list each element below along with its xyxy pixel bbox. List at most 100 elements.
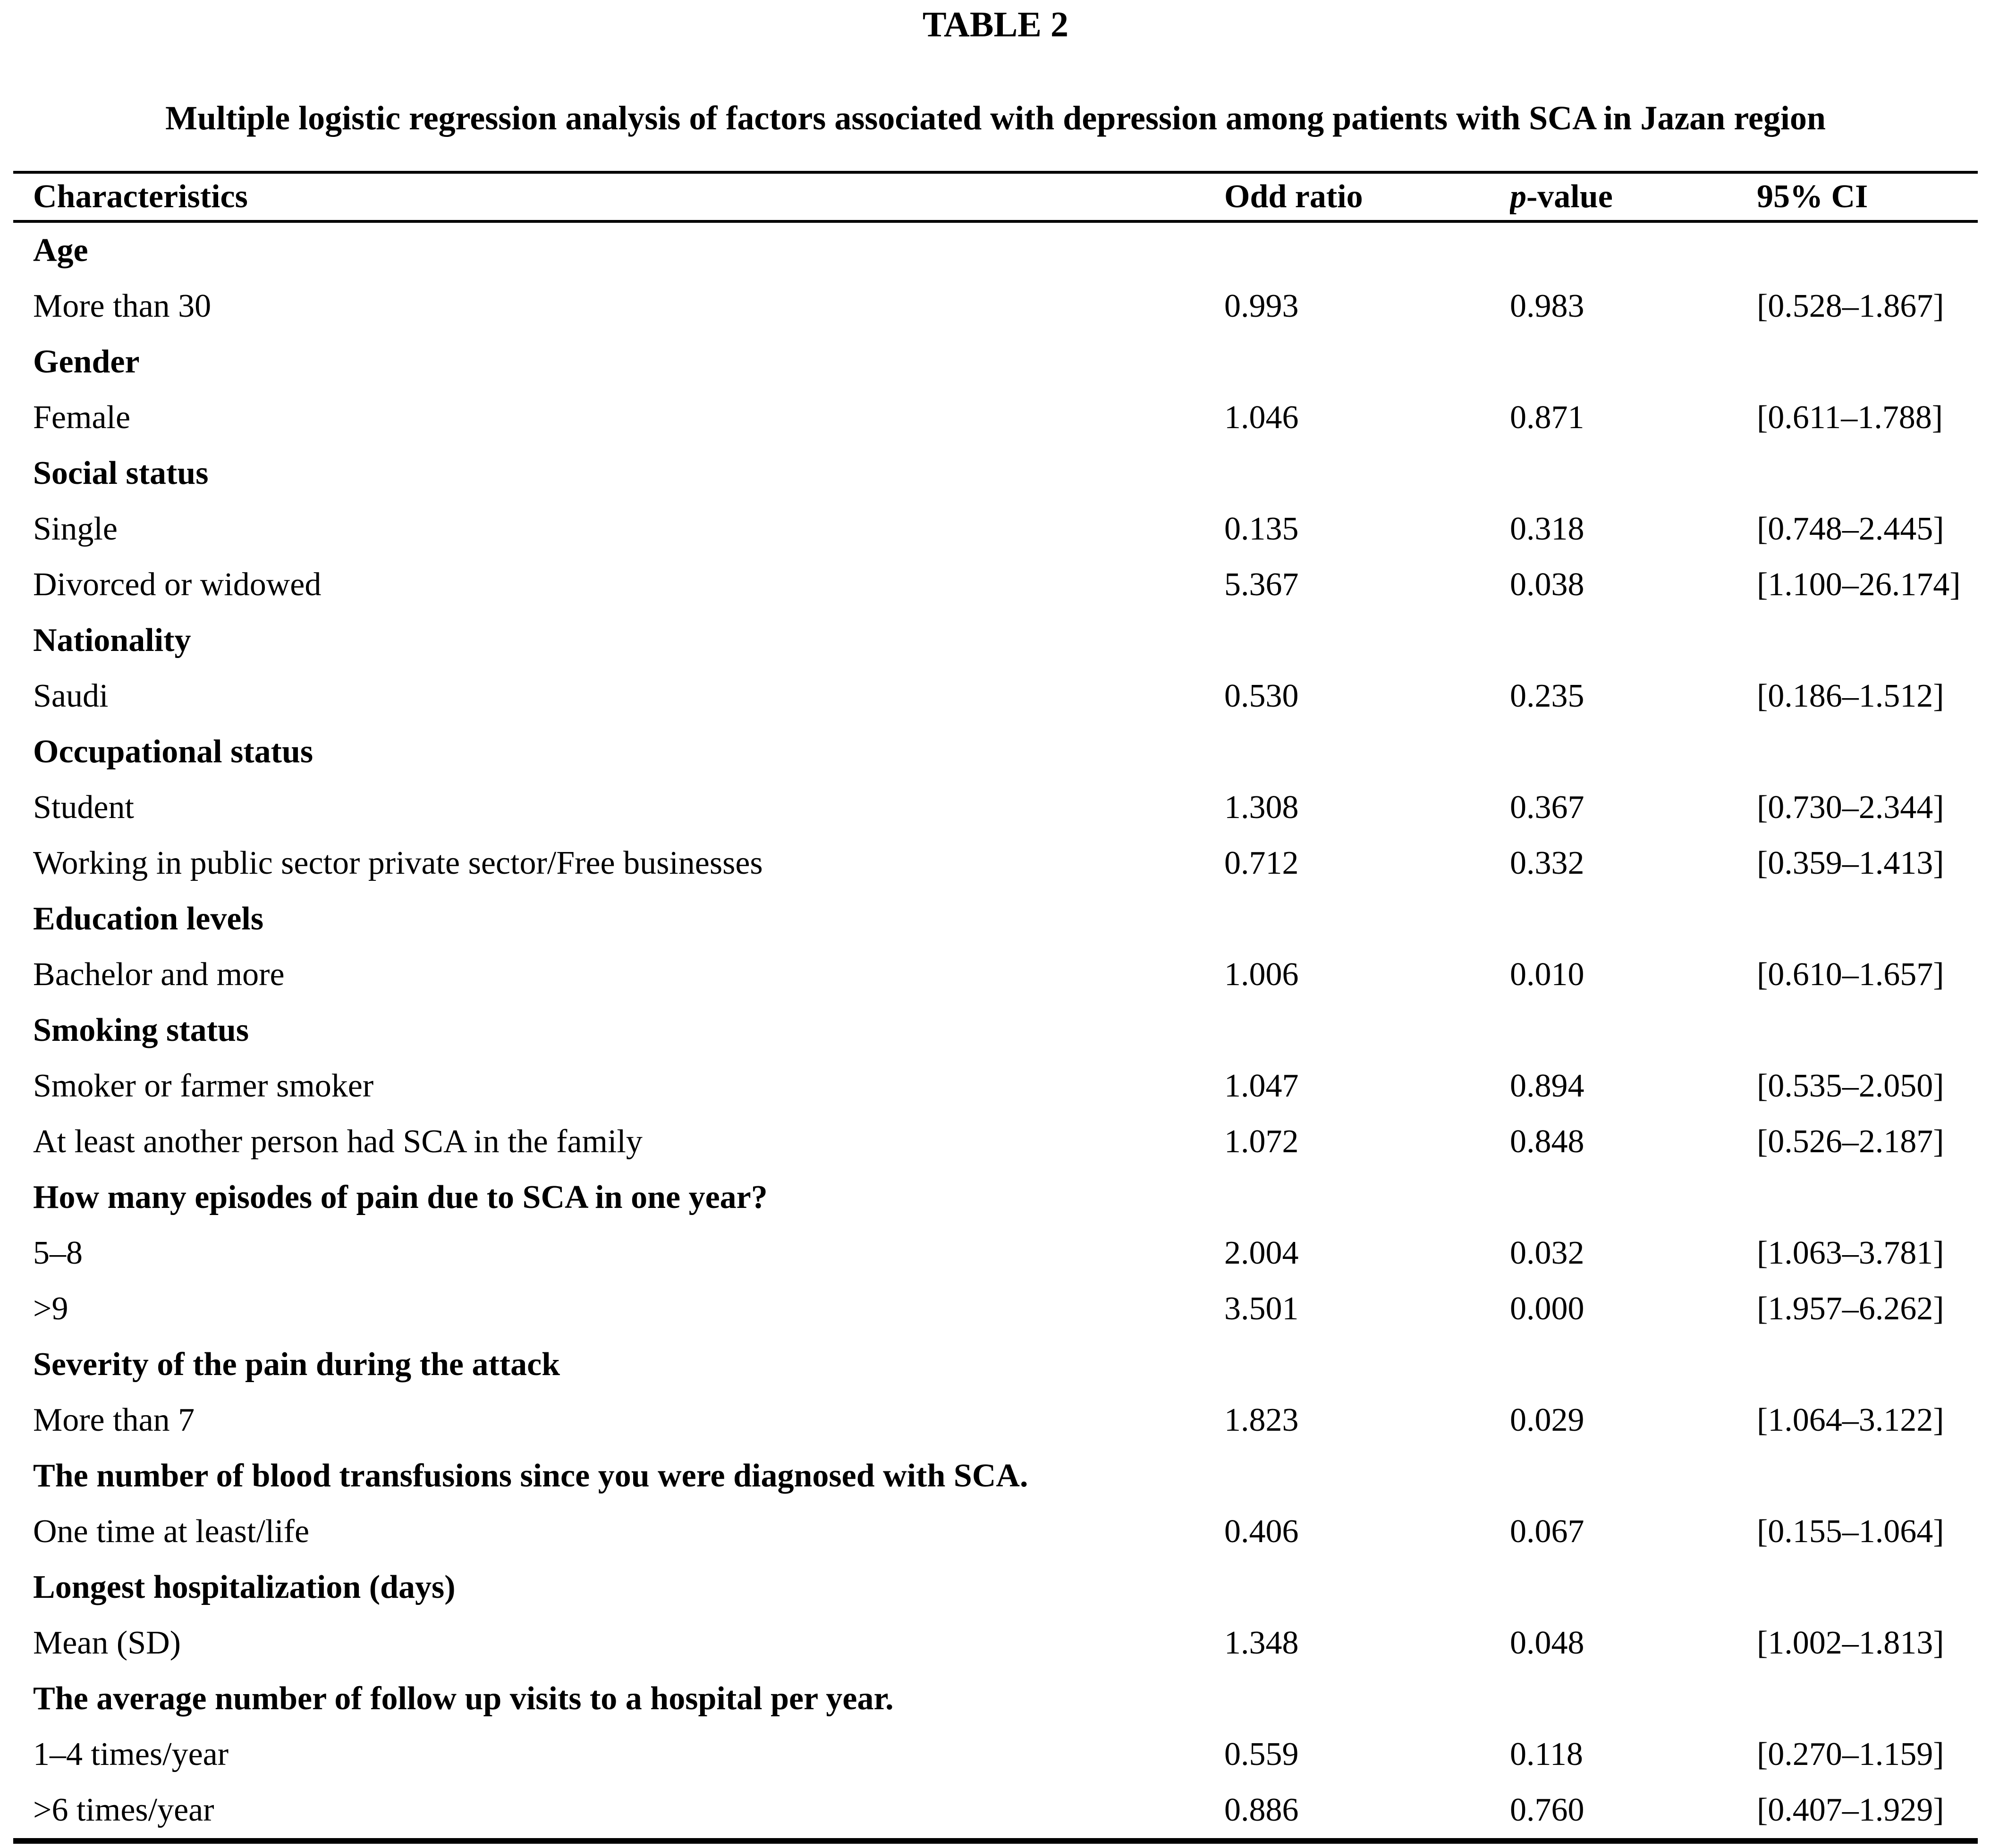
ci-cell: [0.610–1.657] (1757, 956, 1944, 993)
header-cell-odd-ratio: Odd ratio (1224, 172, 1510, 223)
odd-ratio-cell: 1.823 (1224, 1402, 1299, 1438)
characteristic-cell: Smoker or farmer smoker (33, 1068, 374, 1104)
data-row: One time at least/life 0.406 0.067 [0.155–1… (13, 1504, 1978, 1560)
p-value-cell (1510, 1170, 1757, 1225)
section-row: Longest hospitalization (days) (13, 1560, 1978, 1615)
ci-cell: [0.270–1.159] (1757, 1736, 1944, 1772)
ci-cell (1757, 221, 1978, 278)
p-value-cell: 0.000 (1510, 1291, 1584, 1327)
odd-ratio-cell: 5.367 (1224, 566, 1299, 603)
ci-cell (1757, 446, 1978, 501)
odd-ratio-cell: 1.072 (1224, 1123, 1299, 1160)
characteristic-cell: Student (33, 789, 134, 826)
ci-cell: [1.002–1.813] (1757, 1625, 1944, 1661)
p-value-cell (1510, 1560, 1757, 1615)
ci-cell (1757, 334, 1978, 390)
ci-cell: [0.155–1.064] (1757, 1513, 1944, 1550)
section-row: The average number of follow up visits t… (13, 1671, 1978, 1727)
section-row: Severity of the pain during the attack (13, 1337, 1978, 1392)
characteristic-cell: Working in public sector private sector/… (33, 845, 763, 881)
table-body: Age More than 30 0.993 0.983 [0.528–1.867] Ge… (13, 221, 1978, 1841)
odd-ratio-cell (1224, 1003, 1510, 1058)
data-row: >6 times/year 0.886 0.760 [0.407–1.929] (13, 1782, 1978, 1841)
data-row: Female 1.046 0.871 [0.611–1.788] (13, 390, 1978, 446)
header-text-part: p (1510, 178, 1526, 215)
p-value-cell: 0.894 (1510, 1068, 1584, 1104)
odd-ratio-cell: 1.046 (1224, 399, 1299, 436)
p-value-cell: 0.067 (1510, 1513, 1584, 1550)
p-value-cell (1510, 1337, 1757, 1392)
p-value-cell: 0.760 (1510, 1792, 1584, 1828)
regression-table: Characteristics Odd ratio p-value 95% CI Ag… (13, 171, 1978, 1844)
p-value-cell (1510, 446, 1757, 501)
characteristic-cell: The average number of follow up visits t… (33, 1680, 894, 1717)
odd-ratio-cell (1224, 221, 1510, 278)
section-row: Social status (13, 446, 1978, 501)
header-text-part: -value (1526, 178, 1613, 215)
table-header: Characteristics Odd ratio p-value 95% CI (13, 172, 1978, 223)
odd-ratio-cell: 0.530 (1224, 678, 1299, 714)
odd-ratio-cell: 0.886 (1224, 1792, 1299, 1828)
section-row: The number of blood transfusions since y… (13, 1448, 1978, 1504)
p-value-cell: 0.118 (1510, 1736, 1583, 1772)
p-value-cell: 0.332 (1510, 845, 1584, 881)
odd-ratio-cell: 1.006 (1224, 956, 1299, 993)
characteristic-cell: Longest hospitalization (days) (33, 1569, 456, 1605)
odd-ratio-cell (1224, 1671, 1510, 1727)
ci-cell: [0.359–1.413] (1757, 845, 1944, 881)
characteristic-cell: Age (33, 232, 88, 269)
data-row: >9 3.501 0.000 [1.957–6.262] (13, 1281, 1978, 1337)
ci-cell: [0.528–1.867] (1757, 288, 1944, 324)
odd-ratio-cell: 0.559 (1224, 1736, 1299, 1772)
ci-cell: [0.407–1.929] (1757, 1792, 1944, 1828)
characteristic-cell: Female (33, 399, 131, 436)
p-value-cell: 0.038 (1510, 566, 1584, 603)
odd-ratio-cell (1224, 891, 1510, 947)
odd-ratio-cell: 2.004 (1224, 1235, 1299, 1271)
characteristic-cell: More than 7 (33, 1402, 195, 1438)
header-cell-p-value: p-value (1510, 172, 1757, 223)
data-row: Mean (SD) 1.348 0.048 [1.002–1.813] (13, 1615, 1978, 1671)
data-row: Divorced or widowed 5.367 0.038 [1.100–26.1… (13, 557, 1978, 613)
characteristic-cell: Smoking status (33, 1012, 249, 1048)
section-row: Smoking status (13, 1003, 1978, 1058)
ci-cell: [1.063–3.781] (1757, 1235, 1944, 1271)
characteristic-cell: Education levels (33, 901, 264, 937)
ci-cell (1757, 1003, 1978, 1058)
data-row: Single 0.135 0.318 [0.748–2.445] (13, 501, 1978, 557)
characteristic-cell: More than 30 (33, 288, 212, 324)
p-value-cell (1510, 891, 1757, 947)
odd-ratio-cell (1224, 724, 1510, 780)
characteristic-cell: One time at least/life (33, 1513, 310, 1550)
characteristic-cell: The number of blood transfusions since y… (33, 1458, 1028, 1494)
characteristic-cell: Severity of the pain during the attack (33, 1346, 560, 1383)
ci-cell: [0.526–2.187] (1757, 1123, 1944, 1160)
ci-cell: [0.535–2.050] (1757, 1068, 1944, 1104)
ci-cell: [0.611–1.788] (1757, 399, 1943, 436)
characteristic-cell: Nationality (33, 622, 191, 658)
characteristic-cell: Mean (SD) (33, 1625, 181, 1661)
characteristic-cell: Saudi (33, 678, 109, 714)
odd-ratio-cell: 1.308 (1224, 789, 1299, 826)
ci-cell (1757, 1560, 1978, 1615)
ci-cell: [0.748–2.445] (1757, 511, 1944, 547)
odd-ratio-cell (1224, 1170, 1510, 1225)
odd-ratio-cell: 1.348 (1224, 1625, 1299, 1661)
section-row: Gender (13, 334, 1978, 390)
ci-cell: [1.064–3.122] (1757, 1402, 1944, 1438)
odd-ratio-cell: 1.047 (1224, 1068, 1299, 1104)
header-cell-characteristics: Characteristics (13, 172, 1224, 223)
p-value-cell: 0.235 (1510, 678, 1584, 714)
ci-cell: [1.957–6.262] (1757, 1291, 1944, 1327)
p-value-cell: 0.029 (1510, 1402, 1584, 1438)
data-row: At least another person had SCA in the f… (13, 1114, 1978, 1170)
p-value-cell: 0.848 (1510, 1123, 1584, 1160)
section-row: Nationality (13, 613, 1978, 668)
p-value-cell: 0.367 (1510, 789, 1584, 826)
p-value-cell (1510, 334, 1757, 390)
odd-ratio-cell (1224, 1337, 1510, 1392)
p-value-cell (1510, 1448, 1757, 1504)
data-row: More than 7 1.823 0.029 [1.064–3.122] (13, 1392, 1978, 1448)
characteristic-cell: At least another person had SCA in the f… (33, 1123, 643, 1160)
p-value-cell: 0.983 (1510, 288, 1584, 324)
